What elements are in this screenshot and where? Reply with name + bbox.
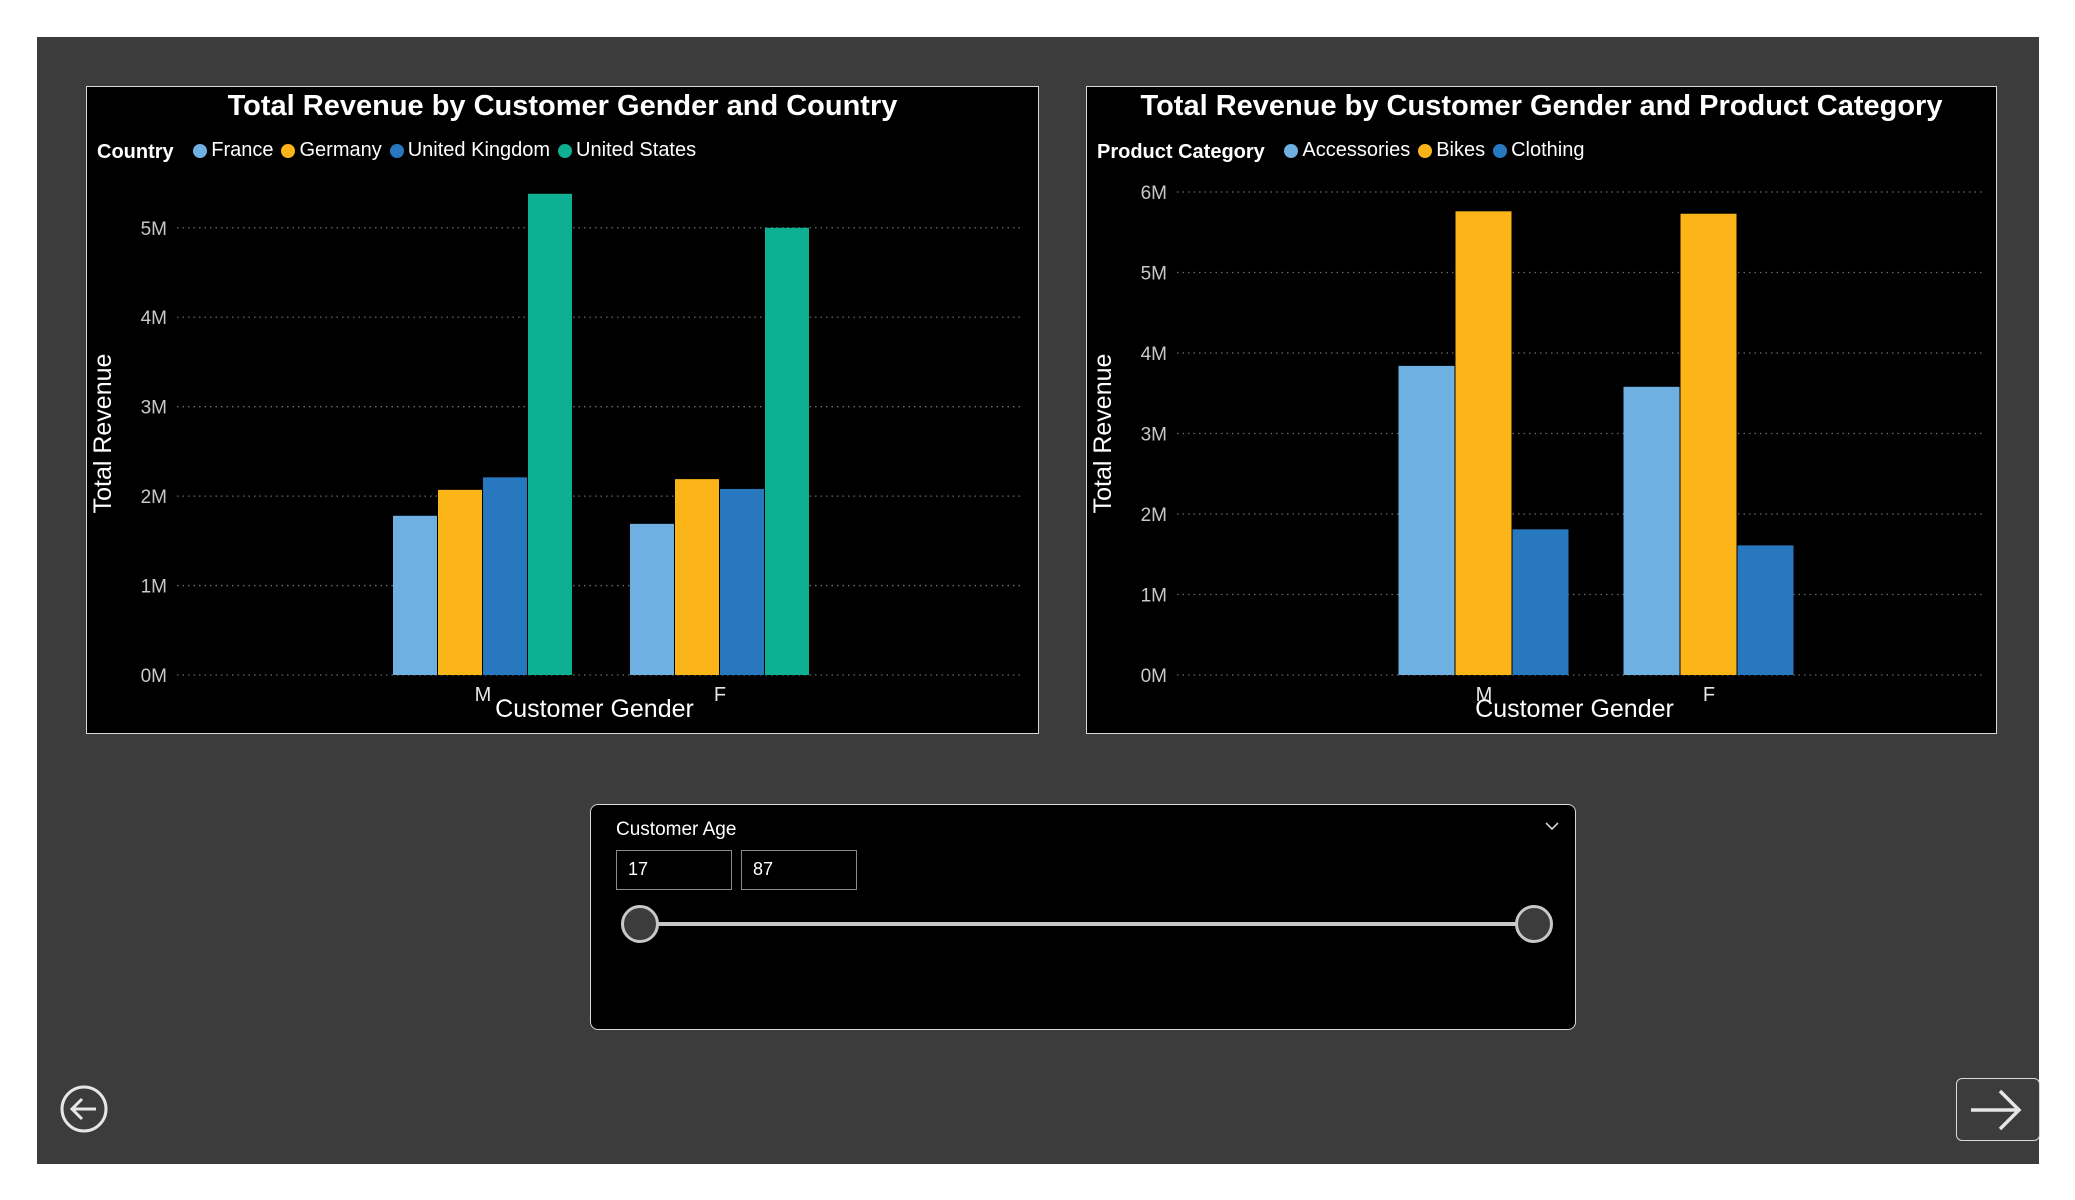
chart-legend: Country France Germany United Kingdom Unite… [97,139,704,164]
x-tick-label: F [1703,684,1715,706]
bar[interactable] [438,489,482,675]
y-axis-title: Total Revenue [1089,354,1117,514]
back-arrow-circle-icon[interactable] [59,1084,109,1134]
slicer-title: Customer Age [616,819,737,840]
y-tick-label: 3M [1141,425,1167,446]
bar[interactable] [1398,365,1455,675]
legend-item[interactable]: Bikes [1418,139,1485,162]
chevron-down-icon[interactable] [1544,819,1560,837]
y-tick-label: 0M [141,666,167,687]
legend-label: United States [576,139,697,161]
report-canvas: 0M 1M 2M 3M 4M 5M M F Customer Gender Total Reven… [37,37,2040,1164]
y-tick-label: 2M [1141,505,1167,526]
bar[interactable] [393,515,437,675]
legend-item[interactable]: United States [558,139,696,162]
x-tick-label: M [1476,684,1493,706]
bar[interactable] [1623,386,1680,675]
legend-label: Clothing [1511,139,1585,161]
y-tick-label: 6M [1141,183,1167,204]
legend-title: Country [97,140,174,163]
chart-revenue-by-gender-category[interactable]: 0M 1M 2M 3M 4M 5M 6M M F Customer Gender Total Rev… [1086,86,1997,734]
bar[interactable] [630,523,674,675]
age-min-input[interactable]: 17 [616,850,732,890]
bar[interactable] [765,227,809,675]
bar[interactable] [1680,213,1737,676]
chart-legend: Product Category Accessories Bikes Clothin… [1097,139,1592,164]
age-slider-max-handle[interactable] [1515,905,1553,943]
y-tick-label: 0M [1141,666,1167,687]
x-tick-label: M [475,684,492,706]
legend-marker-icon [1418,143,1433,158]
x-tick-label: F [714,684,726,706]
legend-item[interactable]: Clothing [1493,139,1584,162]
chart-title: Total Revenue by Customer Gender and Pro… [1140,90,1943,122]
y-tick-label: 4M [1141,344,1167,365]
chart-plot-area: 0M 1M 2M 3M 4M 5M M F Customer Gender Total Reven… [89,193,1022,723]
bar[interactable] [483,477,527,675]
chart-plot-area: 0M 1M 2M 3M 4M 5M 6M M F Customer Gender Total Rev… [1089,183,1982,723]
bar[interactable] [1737,545,1794,675]
legend-label: France [211,139,274,161]
bar[interactable] [675,479,719,675]
legend-marker-icon [558,143,573,158]
next-page-button[interactable] [1956,1078,2040,1141]
legend-marker-icon [1284,143,1299,158]
x-axis-title: Customer Gender [495,695,694,723]
age-slider-min-handle[interactable] [621,905,659,943]
legend-item[interactable]: France [193,139,273,162]
legend-marker-icon [281,143,296,158]
age-max-input[interactable]: 87 [741,850,857,890]
legend-label: Bikes [1436,139,1486,161]
y-tick-label: 2M [141,487,167,508]
y-tick-label: 1M [1141,586,1167,607]
bar[interactable] [720,488,764,675]
bar[interactable] [1455,211,1512,675]
legend-item[interactable]: United Kingdom [389,139,551,162]
legend-marker-icon [389,143,404,158]
legend-item[interactable]: Germany [281,139,382,162]
customer-age-slicer[interactable]: Customer Age 17 87 [590,804,1576,1030]
bar[interactable] [528,193,572,675]
y-tick-label: 1M [141,577,167,598]
legend-label: United Kingdom [407,139,551,161]
bar[interactable] [1512,529,1569,675]
y-tick-label: 4M [141,308,167,329]
legend-marker-icon [1493,143,1508,158]
legend-label: Accessories [1302,139,1411,161]
chart-title: Total Revenue by Customer Gender and Cou… [227,90,898,122]
y-tick-label: 3M [141,398,167,419]
legend-item[interactable]: Accessories [1284,139,1410,162]
next-arrow-icon [1971,1089,2022,1131]
legend-label: Germany [299,139,382,161]
age-slider-track[interactable] [641,922,1534,926]
y-tick-label: 5M [1141,264,1167,285]
chart-revenue-by-gender-country[interactable]: 0M 1M 2M 3M 4M 5M M F Customer Gender Total Reven… [86,86,1039,734]
legend-title: Product Category [1097,140,1265,163]
y-tick-label: 5M [141,219,167,240]
legend-marker-icon [193,143,208,158]
y-axis-title: Total Revenue [89,354,117,514]
x-axis-title: Customer Gender [1475,695,1674,723]
